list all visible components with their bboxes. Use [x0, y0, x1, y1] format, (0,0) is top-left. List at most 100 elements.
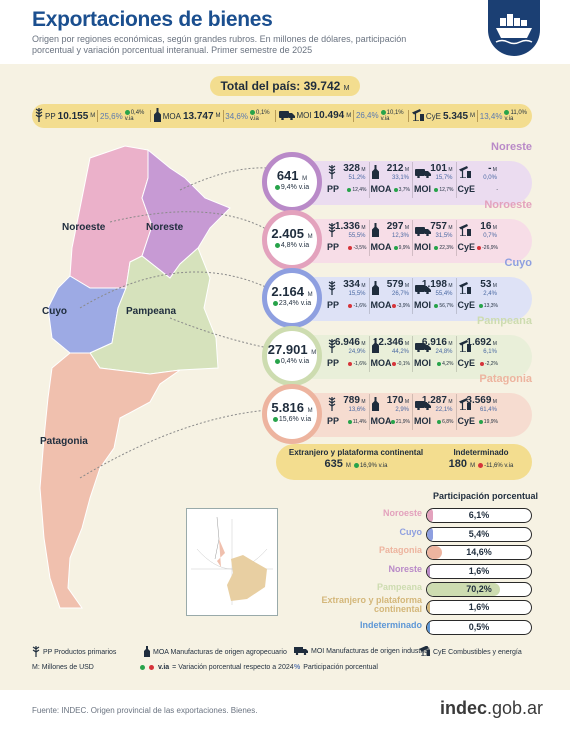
participation-fill [427, 583, 500, 596]
breakdown-moa: 297 M 12,3% MOA 9,9% [370, 220, 413, 256]
connector-pampeana [169, 317, 269, 349]
region-variation-value: 9,4% [280, 184, 297, 191]
trend-dot [124, 109, 130, 115]
map-label-pampeana: Pampeana [126, 306, 176, 317]
truck-icon [415, 281, 431, 299]
breakdown-unit: M [491, 283, 497, 289]
participation-label: Cuyo [399, 527, 423, 537]
breakdown-moa: 12.346 M 44,2% MOA -0,1% [370, 336, 413, 372]
summary-code: MOA [162, 111, 181, 121]
foreign-value: 635 [324, 458, 343, 470]
breakdown-value: 1.336 M [335, 221, 366, 232]
breakdown-unit: M [446, 167, 453, 173]
breakdown-percent: 55,5% [348, 233, 366, 239]
breakdown-moi: 757 M 31,5% MOI 22,3% [413, 220, 457, 256]
participation-bar: 5,4% [426, 527, 532, 542]
breakdown-value: 1.287 M [422, 395, 453, 406]
breakdown-percent: 22,1% [435, 407, 453, 413]
undetermined-value-line: 180 M -11,6% v.ia [436, 458, 526, 470]
participation-row: Cuyo 5,4% [300, 527, 532, 542]
summary-value: 5.345 [443, 110, 469, 122]
summary-divider [353, 109, 354, 122]
region-total-unit: M [307, 408, 313, 414]
summary-cye: CyE 5.345 M 13,4% 11,0% v.ia [409, 109, 532, 123]
legend: PP Productos primarios MOA Manufacturas … [32, 640, 532, 676]
breakdown-percent: 31,5% [435, 233, 453, 239]
bottle-icon [371, 281, 379, 300]
region-variation-unit: v.ia [298, 242, 310, 249]
region-noreste: Noreste 641 M 9,4% v.ia 328 M 51,2% PP 12,4% 21… [262, 141, 532, 214]
wheat-icon [328, 223, 336, 242]
trend-dot [437, 419, 442, 424]
trend-dot [391, 303, 396, 308]
breakdown-variation-value: -2,2% [484, 361, 498, 367]
trend-dot [393, 187, 398, 192]
region-name: Noreste [491, 141, 532, 153]
wheat-icon [328, 397, 336, 416]
breakdown-code: MOI [414, 358, 431, 368]
breakdown-variation-value: 6,8% [442, 419, 454, 425]
breakdown-pp: 789 M 13,6% PP 11,4% [326, 394, 370, 430]
breakdown-variation: 3,7% [393, 187, 410, 193]
breakdown-value-number: 16 [480, 221, 492, 232]
oil-pump-icon [458, 397, 471, 415]
breakdown-variation: -3,5% [348, 245, 367, 251]
breakdown-variation: 12,4% [347, 187, 367, 193]
summary-code: CyE [425, 111, 441, 121]
breakdown-value: 757 M [430, 221, 452, 232]
trend-dot [478, 303, 483, 308]
breakdown-variation-value: 56,7% [439, 303, 454, 309]
breakdown-value-number: 1.336 [334, 221, 360, 232]
region-name: Noroeste [484, 199, 532, 211]
region-breakdown: 6.946 M 24,9% PP -1,6% 12.346 M 44,2% MOA -0,1%… [326, 336, 500, 372]
breakdown-value: 3.569 M [466, 395, 497, 406]
summary-value: 10.155 [57, 110, 89, 122]
region-variation-value: 0,4% [280, 358, 297, 365]
trend-dot [274, 242, 280, 248]
breakdown-variation: 4,2% [437, 361, 454, 367]
breakdown-code: CyE [457, 242, 476, 252]
breakdown-code: MOI [414, 300, 431, 310]
oil-pump-icon [458, 223, 471, 241]
participation-row: Patagonia 14,6% [300, 545, 532, 560]
summary-variation-value: 0,1% [255, 110, 270, 117]
bottle-icon [144, 646, 150, 659]
breakdown-value: 170 M [387, 395, 409, 406]
breakdown-code: PP [327, 242, 340, 252]
summary-variation-unit: v.ia [124, 116, 134, 123]
breakdown-variation: 12,7% [434, 187, 454, 193]
summary-unit: M [90, 113, 96, 119]
trend-dot [348, 361, 353, 366]
region-breakdown: 1.336 M 55,5% PP -3,5% 297 M 12,3% MOA 9,9% 757 … [326, 220, 500, 256]
breakdown-percent: 44,2% [391, 349, 409, 355]
breakdown-value-number: 757 [430, 221, 447, 232]
participation-value: 1,6% [468, 602, 490, 612]
oil-pump-icon [458, 165, 471, 183]
trend-dot [437, 361, 442, 366]
participation-bar: 1,6% [426, 564, 532, 579]
breakdown-percent: 55,4% [435, 291, 453, 297]
trend-dot [249, 109, 255, 115]
trend-dot [274, 184, 280, 190]
breakdown-moi: 1.287 M 22,1% MOI 6,8% [413, 394, 457, 430]
breakdown-variation-value: 3,7% [398, 187, 410, 193]
region-total-circle: 2.164 M 23,4% v.ia [262, 268, 322, 328]
breakdown-value-number: 579 [386, 279, 404, 290]
region-total-unit: M [307, 292, 313, 298]
region-patagonia: Patagonia 5.816 M 15,6% v.ia 789 M 13,6% PP 11… [262, 373, 532, 446]
breakdown-value: 789 M [343, 395, 365, 406]
legend-cye: CyE Combustibles y energía [419, 645, 522, 658]
region-total-value: 2.405 [271, 226, 304, 241]
breakdown-code: PP [327, 416, 340, 426]
breakdown-value: 579 M [387, 279, 409, 290]
legend-pp: PP Productos primarios [32, 646, 116, 659]
region-cuyo: Cuyo 2.164 M 23,4% v.ia 334 M 15,5% PP -1,6% 57… [262, 257, 532, 330]
trend-dot [347, 187, 352, 192]
breakdown-percent: 12,3% [391, 233, 409, 239]
source-note: Fuente: INDEC. Origen provincial de las … [32, 706, 258, 715]
breakdown-value-number: 212 [386, 163, 404, 174]
region-total-unit: M [311, 350, 317, 356]
breakdown-value: 101 M [430, 163, 452, 174]
indec-logo[interactable]: indec.gob.ar [440, 698, 544, 718]
page-title: Exportaciones de bienes [32, 8, 273, 31]
